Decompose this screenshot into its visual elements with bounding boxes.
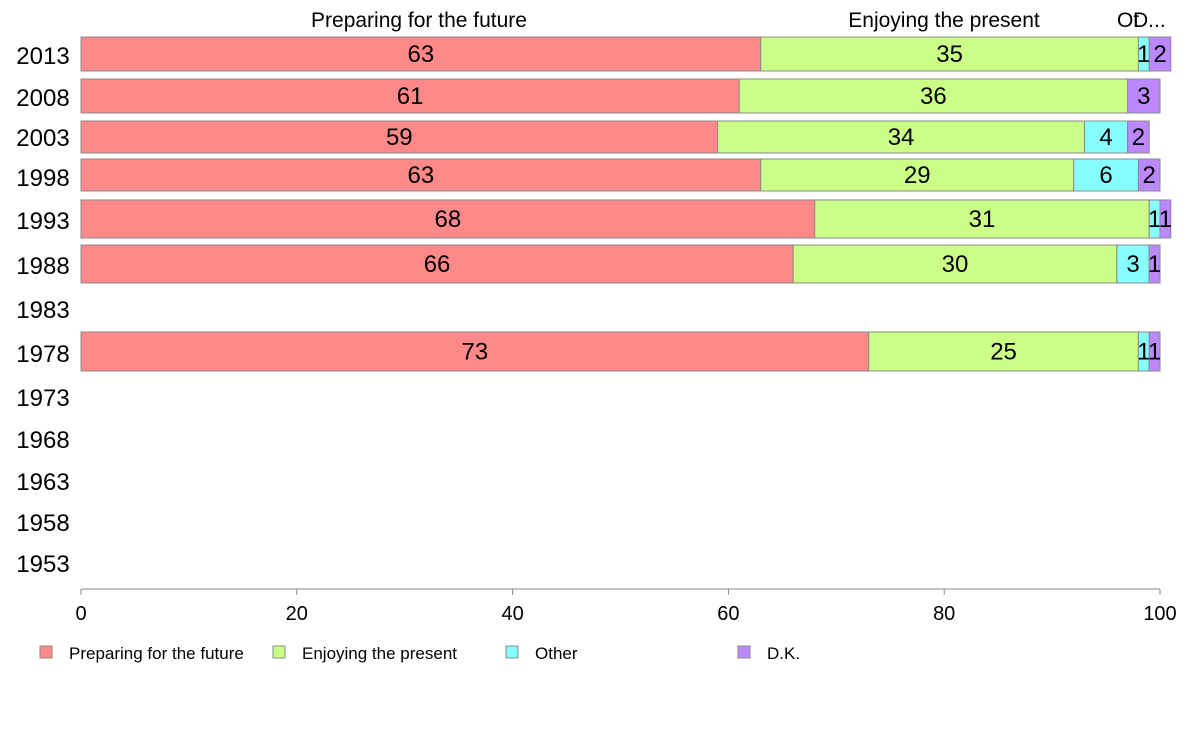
x-tick-label: 0 [75,603,86,625]
bar-value-label: 1 [1137,339,1150,366]
bar-value-label: 2 [1153,41,1166,68]
bar-value-label: 1 [1148,339,1161,366]
bar-segment [80,199,816,239]
year-axis-labels: 2013 2008 2003 1998 1993 1988 1983 1978 1973 1968… [16,43,69,578]
year-label: 1993 [16,208,69,235]
bar-value-label: 34 [888,124,915,151]
bar-value-label: 61 [397,83,424,110]
bar-segment [760,36,1139,72]
bar-value-label: 68 [435,206,462,233]
x-tick-label: 60 [717,603,739,625]
bar-value-label: 36 [920,83,947,110]
bar-segment [1127,78,1161,114]
x-tick-label: 80 [933,603,955,625]
legend-swatch [737,645,751,659]
year-label: 1998 [16,165,69,192]
bar-value-label: 2 [1143,162,1156,189]
bar-segment [717,120,1085,154]
series-header-label: D... [1133,9,1166,32]
bar-segment [80,244,794,284]
bar-value-label: 1 [1159,206,1172,233]
bar-value-label: 6 [1099,162,1112,189]
legend-swatch [505,645,519,659]
series-header-label: Enjoying the present [848,9,1040,32]
series-header-label: Preparing for the future [311,9,527,32]
bar-segment [1159,199,1172,239]
bar-value-label: 30 [942,251,969,278]
year-label: 1963 [16,469,69,496]
x-tick-label: 40 [501,603,523,625]
bar-value-label: 4 [1099,124,1112,151]
year-label: 1958 [16,510,69,537]
bar-value-label: 29 [904,162,931,189]
x-tick-label: 100 [1143,603,1176,625]
legend-label: D.K. [767,644,800,663]
year-label: 2008 [16,85,69,112]
year-label: 2003 [16,125,69,152]
bar-value-label: 31 [969,206,996,233]
bar-value-label: 73 [461,339,488,366]
bar-value-label: 66 [424,251,451,278]
year-label: 2013 [16,43,69,70]
bar-segment [868,331,1139,372]
bar-segment [1137,158,1161,192]
bar-value-label: 1 [1148,251,1161,278]
series-header-labels: Preparing for the future Enjoying the pre… [311,9,1166,32]
legend: Preparing for the future Enjoying the pre… [39,644,800,663]
bar-segment [760,158,1075,192]
legend-swatch [39,645,53,659]
year-label: 1973 [16,385,69,412]
bar-segment [814,199,1150,239]
bar-value-label: 25 [990,339,1017,366]
legend-swatch [272,645,286,659]
x-tick-label: 20 [286,603,308,625]
bar-value-label: 63 [408,41,435,68]
bar-segment [80,120,719,154]
series-header-label: Ot [1117,9,1139,32]
year-label: 1978 [16,341,69,368]
bar-value-label: 2 [1132,124,1145,151]
year-label: 1983 [16,297,69,324]
bar-segment [1148,36,1172,72]
bar-value-label: 59 [386,124,413,151]
year-label: 1988 [16,253,69,280]
bar-segment [80,78,740,114]
bar-value-label: 1 [1148,206,1161,233]
legend-label: Other [535,644,578,663]
bar-value-label: 1 [1137,41,1150,68]
legend-label: Preparing for the future [69,644,244,663]
x-axis: 0 20 40 60 80 100 [75,588,1177,625]
bar-value-label: 3 [1126,251,1139,278]
bar-segment [1148,331,1161,372]
bar-value-label: 3 [1137,83,1150,110]
bar-value-label: 63 [408,162,435,189]
bar-segment [1083,120,1129,154]
year-label: 1968 [16,427,69,454]
bar-segment [1148,244,1161,284]
bar-segment [792,244,1118,284]
year-label: 1953 [16,551,69,578]
bar-value-label: 35 [936,41,963,68]
bar-segment [1127,120,1150,154]
bar-segment [1116,244,1150,284]
legend-label: Enjoying the present [302,644,457,663]
